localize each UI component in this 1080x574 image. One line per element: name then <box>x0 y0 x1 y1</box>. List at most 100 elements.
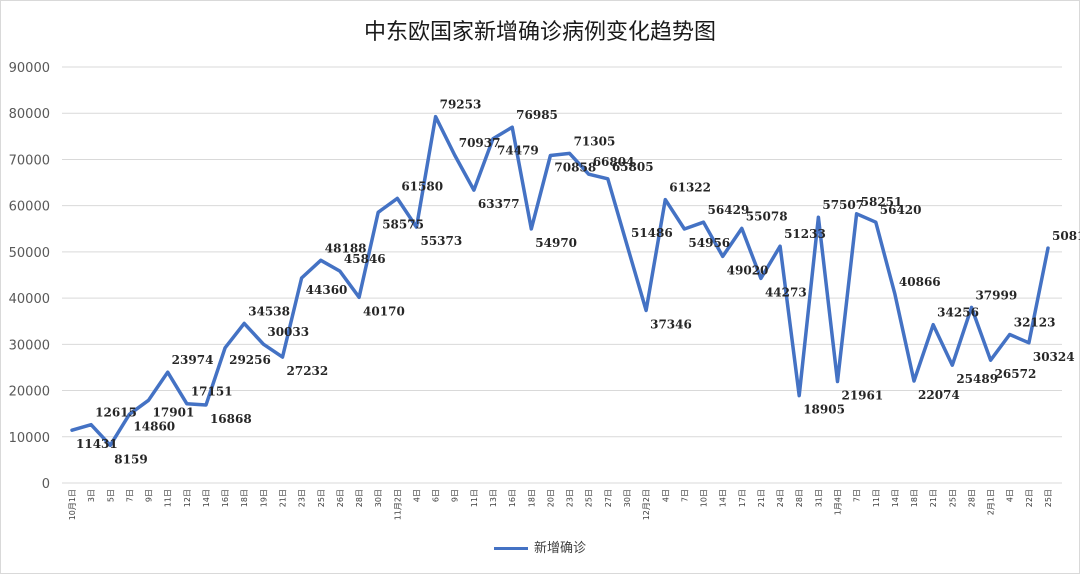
x-tick-label: 23日 <box>566 489 575 507</box>
x-tick-label: 14日 <box>202 489 211 507</box>
y-tick-label: 80000 <box>9 107 50 122</box>
x-tick-label: 25日 <box>1044 489 1053 507</box>
x-tick-label: 28日 <box>967 489 976 507</box>
data-label: 17151 <box>191 385 233 399</box>
data-label: 16868 <box>210 412 252 426</box>
x-tick-label: 16日 <box>508 489 517 507</box>
data-label: 8159 <box>114 452 147 466</box>
x-tick-label: 18日 <box>240 489 249 507</box>
data-label: 25489 <box>956 372 998 386</box>
data-label: 58575 <box>382 217 424 231</box>
y-tick-label: 40000 <box>9 292 50 307</box>
y-tick-label: 10000 <box>9 431 50 446</box>
x-tick-label: 7日 <box>125 489 134 502</box>
x-tick-label: 7日 <box>853 489 862 502</box>
x-tick-label: 7日 <box>680 489 689 502</box>
x-tick-label: 25日 <box>317 489 326 507</box>
x-tick-label: 27日 <box>604 489 613 507</box>
data-label: 70937 <box>459 136 501 150</box>
data-label: 34538 <box>248 304 290 318</box>
x-tick-label: 18日 <box>527 489 536 507</box>
x-tick-label: 30日 <box>623 489 632 507</box>
data-label: 54970 <box>535 236 577 250</box>
data-label: 44360 <box>306 283 348 297</box>
data-label: 61322 <box>669 181 711 195</box>
series-line <box>70 114 1050 448</box>
x-tick-label: 12月2日 <box>642 489 651 520</box>
x-tick-label: 4日 <box>661 489 670 502</box>
x-tick-label: 22日 <box>1025 489 1034 507</box>
x-tick-label: 12日 <box>183 489 192 507</box>
x-tick-label: 31日 <box>814 489 823 507</box>
x-tick-label: 26日 <box>336 489 345 507</box>
data-label: 48188 <box>325 241 367 255</box>
y-tick-label: 50000 <box>9 246 50 261</box>
x-tick-label: 28日 <box>795 489 804 507</box>
legend-line-swatch <box>493 547 528 550</box>
x-tick-label: 14日 <box>719 489 728 507</box>
data-label: 27232 <box>287 364 329 378</box>
data-label: 56420 <box>880 203 922 217</box>
data-label: 37346 <box>650 317 692 331</box>
data-label: 21961 <box>841 388 883 402</box>
data-label: 63377 <box>478 197 520 211</box>
x-tick-label: 10日 <box>700 489 709 507</box>
data-label: 44273 <box>765 285 807 299</box>
x-tick-label: 25日 <box>948 489 957 507</box>
data-label: 11431 <box>76 437 118 451</box>
data-label: 61580 <box>401 179 443 193</box>
x-tick-label: 18日 <box>910 489 919 507</box>
chart-legend: 新增确诊 <box>0 537 1080 556</box>
data-label: 51486 <box>631 226 673 240</box>
x-tick-label: 9日 <box>451 489 460 502</box>
x-tick-label: 3日 <box>87 489 96 502</box>
data-label: 22074 <box>918 388 960 402</box>
data-label: 66804 <box>593 155 635 169</box>
data-label: 70858 <box>554 160 596 174</box>
data-label: 71305 <box>574 134 616 148</box>
data-label: 56429 <box>708 203 750 217</box>
x-tick-label: 5日 <box>106 489 115 502</box>
data-label: 17901 <box>153 405 195 419</box>
y-tick-label: 90000 <box>9 61 50 76</box>
x-tick-label: 11日 <box>872 489 881 507</box>
x-tick-label: 17日 <box>738 489 747 507</box>
data-label: 76985 <box>516 108 558 122</box>
x-tick-label: 2月1日 <box>987 489 996 515</box>
x-tick-label: 24日 <box>776 489 785 507</box>
x-tick-label: 21日 <box>757 489 766 507</box>
x-tick-label: 6日 <box>432 489 441 502</box>
data-label: 54956 <box>688 236 730 250</box>
data-label: 74479 <box>497 144 539 158</box>
data-label: 32123 <box>1014 316 1056 330</box>
data-label: 58251 <box>861 195 903 209</box>
x-tick-label: 25日 <box>585 489 594 507</box>
y-tick-label: 70000 <box>9 153 50 168</box>
data-label: 12615 <box>95 406 137 420</box>
data-label: 30324 <box>1033 350 1075 364</box>
y-tick-label: 60000 <box>9 200 50 215</box>
x-tick-label: 11月2日 <box>393 489 402 520</box>
x-tick-label: 16日 <box>221 489 230 507</box>
x-tick-label: 10月1日 <box>68 489 77 520</box>
data-label: 57507 <box>822 198 864 212</box>
x-tick-label: 30日 <box>374 489 383 507</box>
legend-label: 新增确诊 <box>533 541 586 556</box>
x-tick-label: 20日 <box>546 489 555 507</box>
y-tick-label: 30000 <box>9 338 50 353</box>
data-label: 79253 <box>440 98 482 112</box>
data-label: 49020 <box>727 263 769 277</box>
x-tick-label: 4日 <box>412 489 421 502</box>
x-tick-label: 23日 <box>298 489 307 507</box>
x-tick-label: 11日 <box>470 489 479 507</box>
data-label: 40866 <box>899 275 941 289</box>
x-tick-label: 11日 <box>164 489 173 507</box>
data-label: 55373 <box>420 234 462 248</box>
data-label: 23974 <box>172 353 214 367</box>
data-label: 30033 <box>267 325 309 339</box>
data-label: 65805 <box>612 160 654 174</box>
data-label: 26572 <box>995 367 1037 381</box>
x-tick-label: 4日 <box>1006 489 1015 502</box>
data-label: 18905 <box>803 403 845 417</box>
data-label: 14860 <box>133 419 175 433</box>
